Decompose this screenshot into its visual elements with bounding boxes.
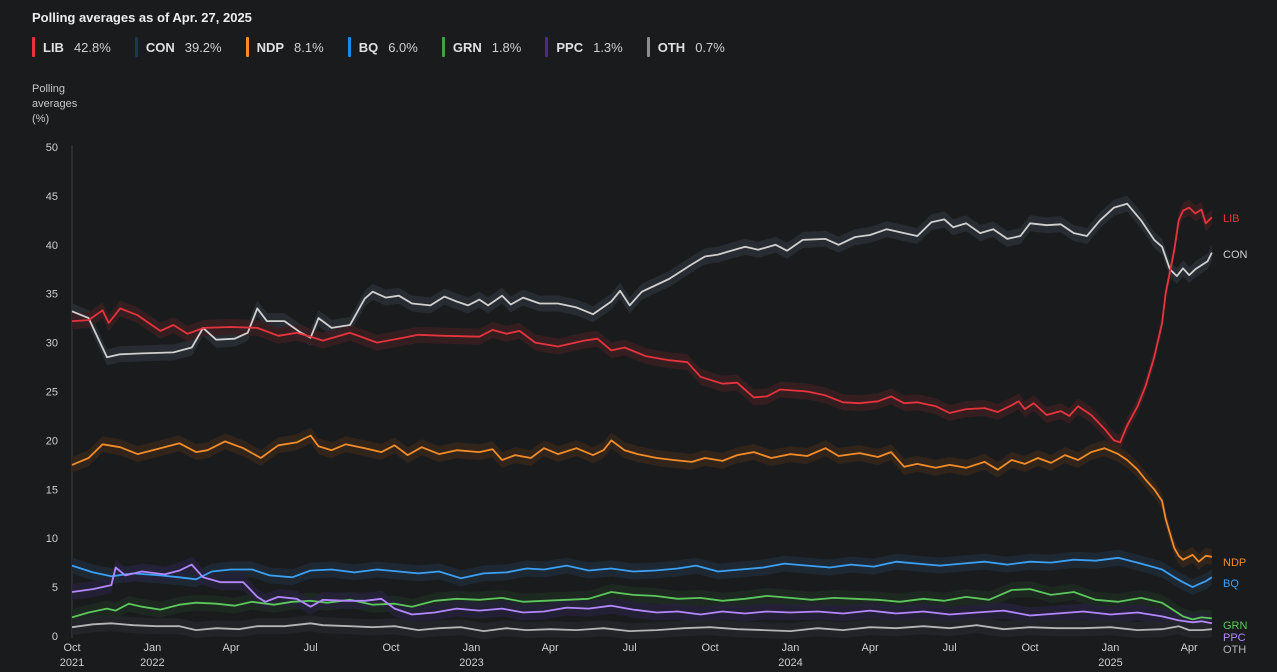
y-tick-label: 15 bbox=[46, 484, 58, 496]
x-tick-year-label: 2023 bbox=[459, 657, 483, 669]
legend-item-oth: OTH 0.7% bbox=[646, 37, 725, 57]
y-tick-label: 20 bbox=[46, 435, 58, 447]
series-end-label-bq: BQ bbox=[1223, 578, 1239, 590]
legend-swatch bbox=[134, 37, 138, 57]
legend-party-value: 1.3% bbox=[593, 39, 623, 55]
legend-party-value: 39.2% bbox=[184, 39, 222, 55]
x-tick-year-label: 2024 bbox=[778, 657, 802, 669]
series-band-con bbox=[72, 195, 1212, 366]
legend-item-grn: GRN 1.8% bbox=[441, 37, 522, 57]
series-line-ppc bbox=[71, 563, 1213, 625]
x-tick-label: Jan bbox=[782, 642, 800, 654]
series-line-bq bbox=[71, 556, 1213, 588]
series-band-bq bbox=[72, 549, 1212, 596]
series-line-lib bbox=[71, 206, 1213, 444]
series-line-ndp bbox=[71, 434, 1213, 563]
series-line-oth bbox=[71, 622, 1212, 632]
legend-item-ppc: PPC 1.3% bbox=[545, 37, 623, 57]
legend-swatch bbox=[245, 37, 249, 57]
y-tick-label: 45 bbox=[46, 191, 58, 203]
legend-swatch bbox=[441, 37, 445, 57]
legend-party-name: GRN bbox=[452, 39, 482, 55]
x-tick-label: Oct bbox=[1021, 642, 1038, 654]
series-band-ndp bbox=[72, 427, 1212, 570]
legend-party-name: LIB bbox=[43, 39, 64, 55]
chart-title: Polling averages as of Apr. 27, 2025 bbox=[32, 10, 252, 25]
y-tick-label: 0 bbox=[52, 631, 58, 643]
legend-item-con: CON 39.2% bbox=[134, 37, 222, 57]
legend-party-value: 42.8% bbox=[73, 39, 111, 55]
x-tick-year-label: 2025 bbox=[1098, 657, 1122, 669]
series-band-grn bbox=[72, 581, 1212, 628]
x-tick-label: Oct bbox=[382, 642, 399, 654]
legend-party-value: 8.1% bbox=[294, 39, 324, 55]
series-line-grn bbox=[71, 588, 1212, 621]
series-line-con bbox=[71, 202, 1213, 359]
series-end-label-con: CON bbox=[1223, 249, 1248, 261]
series-end-label-ndp: NDP bbox=[1223, 557, 1246, 569]
legend-item-ndp: NDP 8.1% bbox=[245, 37, 324, 57]
legend-party-value: 1.8% bbox=[491, 39, 522, 55]
x-tick-label: Jan bbox=[144, 642, 162, 654]
x-tick-year-label: 2021 bbox=[60, 657, 84, 669]
x-tick-label: Jul bbox=[943, 642, 957, 654]
x-tick-label: Oct bbox=[63, 642, 80, 654]
legend-swatch bbox=[347, 37, 351, 57]
x-tick-label: Apr bbox=[1181, 642, 1198, 654]
legend: LIB 42.8% CON 39.2% NDP 8.1% BQ 6.0% GRN 1.8% PPC 1… bbox=[32, 36, 749, 58]
legend-party-name: BQ bbox=[358, 39, 379, 55]
x-tick-label: Apr bbox=[862, 642, 879, 654]
y-tick-label: 25 bbox=[46, 387, 58, 399]
legend-party-value: 0.7% bbox=[695, 39, 725, 55]
series-end-label-oth: OTH bbox=[1223, 644, 1246, 656]
legend-item-bq: BQ 6.0% bbox=[347, 37, 418, 57]
y-tick-label: 30 bbox=[46, 338, 58, 350]
legend-item-lib: LIB 42.8% bbox=[32, 37, 111, 57]
x-tick-label: Oct bbox=[702, 642, 719, 654]
y-axis-label: Polling averages (%) bbox=[32, 83, 78, 125]
legend-party-name: NDP bbox=[256, 39, 285, 55]
x-tick-label: Apr bbox=[223, 642, 240, 654]
y-tick-label: 40 bbox=[46, 240, 58, 252]
legend-party-value: 6.0% bbox=[388, 39, 418, 55]
x-tick-label: Jan bbox=[463, 642, 481, 654]
legend-swatch bbox=[545, 37, 549, 57]
series-end-label-grn: GRN bbox=[1223, 620, 1248, 632]
x-tick-year-label: 2022 bbox=[140, 657, 164, 669]
x-tick-label: Jan bbox=[1102, 642, 1120, 654]
series-band-oth bbox=[72, 615, 1212, 640]
x-tick-label: Jul bbox=[304, 642, 318, 654]
x-tick-label: Apr bbox=[542, 642, 559, 654]
legend-swatch bbox=[32, 37, 35, 57]
series-end-label-ppc: PPC bbox=[1223, 632, 1246, 644]
y-tick-label: 10 bbox=[46, 533, 58, 545]
legend-party-name: CON bbox=[145, 39, 175, 55]
y-tick-label: 5 bbox=[52, 582, 58, 594]
y-tick-label: 35 bbox=[46, 289, 58, 301]
legend-party-name: OTH bbox=[657, 39, 686, 55]
legend-party-name: PPC bbox=[556, 39, 584, 55]
legend-swatch bbox=[646, 37, 650, 57]
series-end-label-lib: LIB bbox=[1223, 213, 1240, 225]
series-band-lib bbox=[72, 199, 1212, 451]
y-tick-label: 50 bbox=[46, 142, 58, 154]
x-tick-label: Jul bbox=[623, 642, 637, 654]
